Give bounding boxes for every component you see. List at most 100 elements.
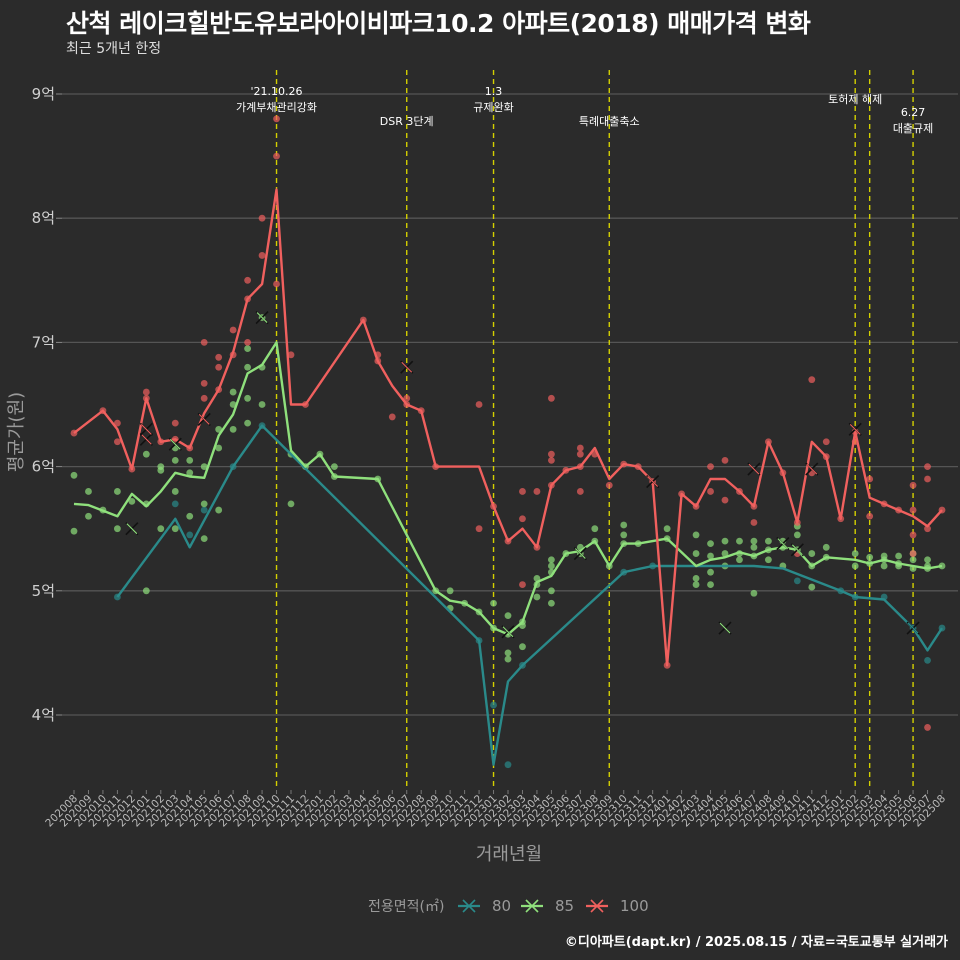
- scatter-point-85: [736, 537, 743, 545]
- scatter-point-85: [822, 543, 830, 551]
- scatter-point-100: [721, 456, 729, 464]
- scatter-point-85: [548, 599, 555, 607]
- scatter-point-85: [244, 363, 252, 371]
- scatter-point-100: [576, 450, 584, 458]
- scatter-point-100: [273, 115, 280, 123]
- scatter-point-85: [765, 537, 772, 545]
- cross-marker-100: [805, 462, 819, 476]
- scatter-point-80: [924, 656, 931, 664]
- x-axis-ticks: 2020082020092020102020112020122021012021…: [43, 790, 948, 829]
- scatter-point-100: [519, 488, 526, 495]
- scatter-point-100: [229, 326, 237, 334]
- scatter-point-100: [200, 339, 208, 346]
- scatter-point-85: [490, 599, 497, 607]
- scatter-point-100: [924, 475, 931, 483]
- scatter-point-100: [142, 388, 150, 396]
- scatter-point-100: [200, 394, 208, 402]
- scatter-point-100: [924, 525, 931, 533]
- scatter-point-85: [707, 568, 714, 576]
- cross-marker-100: [400, 360, 414, 374]
- scatter-point-85: [808, 583, 816, 591]
- scatter-point-85: [244, 345, 252, 353]
- scatter-point-100: [475, 525, 483, 533]
- scatter-point-85: [114, 525, 121, 533]
- scatter-point-85: [692, 550, 700, 557]
- cross-marker-100: [646, 474, 660, 489]
- scatter-point-85: [70, 527, 78, 535]
- scatter-point-85: [200, 500, 208, 508]
- scatter-point-85: [750, 589, 758, 597]
- scatter-point-80: [200, 506, 208, 514]
- scatter-point-100: [388, 413, 396, 421]
- legend-title: 전용면적(㎡): [368, 899, 444, 915]
- scatter-point-80: [504, 761, 512, 769]
- scatter-point-85: [244, 394, 252, 402]
- legend-item-80: 80: [458, 897, 511, 915]
- scatter-point-85: [880, 552, 888, 560]
- scatter-point-100: [822, 438, 830, 446]
- cross-marker-100: [197, 412, 211, 426]
- cross-marker-85: [255, 310, 269, 325]
- y-tick-label: 6억: [32, 458, 55, 476]
- scatter-point-85: [692, 581, 700, 588]
- chart-title: 산척 레이크힐반도유보라아이비파크10.2 아파트(2018) 매매가격 변화: [66, 9, 811, 38]
- scatter-point-85: [504, 612, 512, 620]
- scatter-point-85: [128, 497, 136, 505]
- cross-marker-85: [501, 625, 515, 639]
- scatter-point-85: [851, 562, 859, 570]
- x-axis-title: 거래년월: [476, 844, 542, 865]
- scatter-point-85: [446, 587, 454, 595]
- scatter-point-85: [866, 553, 874, 561]
- series-line-80: [116, 424, 944, 766]
- scatter-point-85: [504, 655, 512, 663]
- scatter-point-85: [736, 556, 743, 564]
- scatter-point-80: [171, 500, 179, 508]
- y-tick-label: 5억: [32, 582, 55, 600]
- scatter-point-100: [273, 152, 280, 160]
- y-tick-label: 7억: [32, 333, 55, 351]
- scatter-point-100: [924, 724, 931, 731]
- scatter-point-100: [533, 488, 541, 495]
- legend-item-100: 100: [586, 897, 649, 915]
- scatter-point-100: [244, 339, 252, 346]
- scatter-point-85: [186, 512, 194, 520]
- series-line-100: [73, 188, 943, 667]
- scatter-point-100: [576, 444, 584, 452]
- scatter-point-100: [707, 463, 714, 470]
- scatter-point-100: [258, 252, 266, 259]
- scatter-point-85: [938, 562, 946, 570]
- scatter-point-100: [866, 512, 874, 520]
- event-annotation: DSR 3단계: [380, 115, 434, 128]
- scatter-point-85: [142, 587, 150, 595]
- scatter-point-100: [287, 351, 295, 359]
- scatter-point-85: [200, 463, 208, 470]
- scatter-point-100: [114, 419, 121, 427]
- scatter-point-85: [142, 450, 150, 458]
- scatter-point-85: [548, 587, 555, 595]
- scatter-point-85: [171, 488, 179, 495]
- scatter-point-85: [85, 488, 92, 495]
- scatter-point-85: [620, 531, 628, 539]
- scatter-point-100: [114, 438, 121, 446]
- scatter-point-100: [924, 463, 931, 470]
- scatter-point-100: [808, 376, 816, 384]
- scatter-point-85: [721, 550, 729, 557]
- scatter-point-100: [707, 488, 714, 495]
- scatter-point-85: [533, 593, 541, 601]
- legend-label: 85: [555, 897, 574, 915]
- scatter-point-85: [70, 471, 78, 479]
- scatter-point-85: [244, 419, 252, 427]
- scatter-point-85: [750, 537, 758, 545]
- scatter-point-100: [909, 550, 917, 557]
- cross-marker-85: [573, 546, 587, 561]
- scatter-point-85: [909, 556, 917, 564]
- scatter-point-85: [215, 444, 223, 452]
- scatter-point-100: [403, 394, 411, 402]
- scatter-point-100: [909, 506, 917, 514]
- cross-layer: [125, 310, 920, 639]
- scatter-point-85: [504, 649, 512, 657]
- scatter-point-80: [186, 531, 194, 539]
- cross-marker-85: [125, 522, 139, 536]
- cross-marker-100: [139, 422, 153, 436]
- legend-item-85: 85: [521, 897, 574, 915]
